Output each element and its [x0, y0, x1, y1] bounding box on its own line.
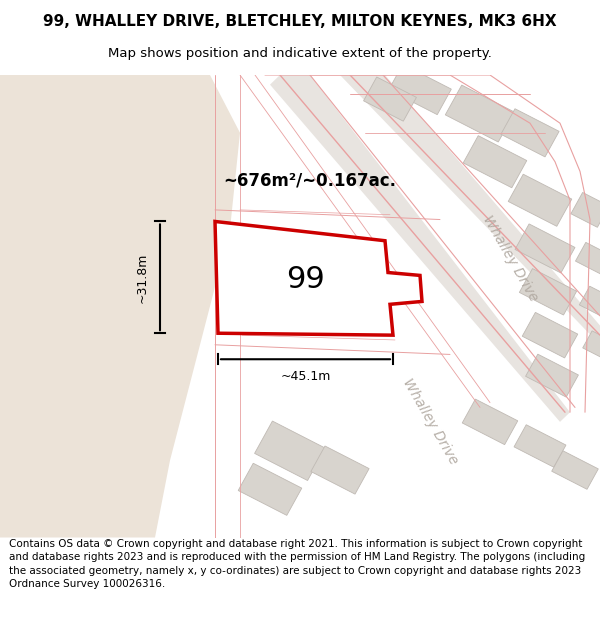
Polygon shape — [463, 136, 527, 188]
Polygon shape — [575, 242, 600, 274]
Text: 99: 99 — [286, 265, 325, 294]
Polygon shape — [364, 77, 416, 121]
Polygon shape — [445, 85, 515, 142]
Text: ~31.8m: ~31.8m — [136, 252, 149, 302]
Polygon shape — [389, 64, 451, 114]
Polygon shape — [501, 109, 559, 157]
Polygon shape — [340, 75, 600, 345]
Polygon shape — [515, 224, 575, 273]
Polygon shape — [520, 269, 577, 315]
Polygon shape — [526, 354, 578, 397]
Polygon shape — [571, 192, 600, 228]
Text: Whalley Drive: Whalley Drive — [480, 213, 540, 304]
Text: ~45.1m: ~45.1m — [280, 370, 331, 383]
Polygon shape — [311, 446, 369, 494]
Polygon shape — [514, 425, 566, 468]
Polygon shape — [0, 75, 240, 538]
Text: 99, WHALLEY DRIVE, BLETCHLEY, MILTON KEYNES, MK3 6HX: 99, WHALLEY DRIVE, BLETCHLEY, MILTON KEY… — [43, 14, 557, 29]
Polygon shape — [552, 451, 598, 489]
Text: Contains OS data © Crown copyright and database right 2021. This information is : Contains OS data © Crown copyright and d… — [9, 539, 585, 589]
Polygon shape — [238, 463, 302, 516]
Polygon shape — [522, 312, 578, 358]
Text: Map shows position and indicative extent of the property.: Map shows position and indicative extent… — [108, 48, 492, 61]
Polygon shape — [254, 421, 325, 481]
Text: Whalley Drive: Whalley Drive — [400, 376, 460, 468]
Polygon shape — [270, 75, 570, 422]
Polygon shape — [508, 174, 572, 226]
Text: ~676m²/~0.167ac.: ~676m²/~0.167ac. — [223, 172, 397, 190]
Polygon shape — [583, 331, 600, 359]
Polygon shape — [462, 399, 518, 444]
Polygon shape — [215, 221, 422, 335]
Polygon shape — [580, 286, 600, 317]
